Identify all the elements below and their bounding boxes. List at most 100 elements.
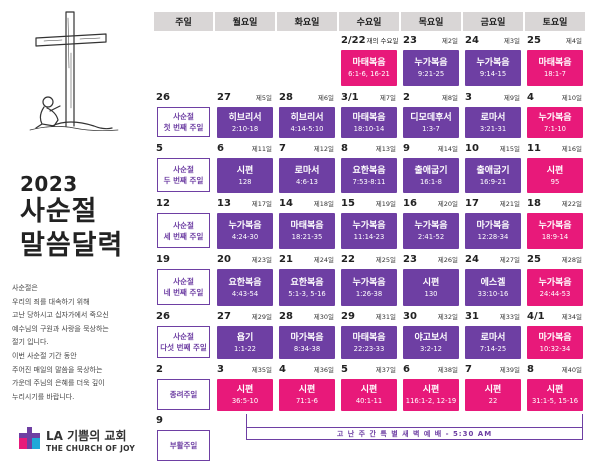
day-cell[interactable]: 28 제6일 히브리서 4:14-5:10 [277,91,337,140]
day-count: 제28일 [561,256,582,264]
day-cell[interactable]: 3 제35일 시편 36:5-10 [215,363,275,413]
day-count: 제33일 [499,313,520,321]
date-number: 25 [527,35,541,46]
reading-book: 요한복음 [228,277,262,288]
day-cell[interactable]: 22 제25일 누가복음 1:26-38 [339,253,399,308]
reading-box: 로마서 3:21-31 [465,107,521,138]
day-count: 제17일 [251,200,272,208]
sunday-label: 부활주일 [157,430,210,461]
day-cell[interactable]: 23 제26일 시편 130 [401,253,461,308]
sunday-label: 사순절 다섯 번째 주일 [157,326,210,358]
day-cell[interactable]: 27 제29일 욥기 1:1-22 [215,310,275,361]
reading-book: 야고보서 [414,332,448,343]
day-count: 제23일 [251,256,272,264]
reading-box: 누가복음 24:44-53 [527,269,583,306]
day-cell[interactable]: 29 제31일 마태복음 22:23-33 [339,310,399,361]
day-cell[interactable]: 20 제23일 요한복음 4:43-54 [215,253,275,308]
reading-box: 에스겔 33:10-16 [465,269,521,306]
day-cell[interactable]: 25 제4일 마태복음 18:1-7 [525,34,585,88]
day-count: 제18일 [313,200,334,208]
day-cell[interactable]: 6 제11일 시편 128 [215,142,275,195]
reading-book: 마가복음 [538,332,572,343]
date-number: 13 [217,198,231,209]
day-cell[interactable]: 4/1 제34일 마가복음 10:32-34 [525,310,585,361]
day-cell[interactable]: 8 제13일 요한복음 7:53-8:11 [339,142,399,195]
sunday-label-line: 사순절 [173,165,194,174]
reading-box: 야고보서 3:2-12 [403,326,459,359]
date-number: 22 [341,254,355,265]
day-count: 제15일 [499,145,520,153]
intro-line: 예수님의 구원과 사랑을 묵상하는 [12,324,109,333]
reading-box: 시편 128 [217,158,273,193]
day-cell[interactable]: 4 제10일 누가복음 7:1-10 [525,91,585,140]
day-cell[interactable]: 3/1 제7일 마태복음 18:10-14 [339,91,399,140]
reading-verse: 4:14-5:10 [290,124,324,133]
day-cell[interactable]: 2/22재의 수요일 마태복음 6:1-6, 16-21 [339,34,399,88]
reading-book: 에스겔 [480,277,506,288]
reading-verse: 11:14-23 [353,233,385,241]
day-cell[interactable]: 16 제20일 누가복음 2:41-52 [401,197,461,251]
title-line-1: 사순절 [20,196,98,227]
banner-bracket-right [582,414,583,427]
date-number: 19 [156,254,170,265]
day-cell[interactable]: 8 제40일 시편 31:1-5, 15-16 [525,363,585,413]
day-cell[interactable]: 6 제38일 시편 116:1-2, 12-19 [401,363,461,413]
day-count: 제10일 [561,94,582,102]
day-cell[interactable]: 7 제39일 시편 22 [463,363,523,413]
date-number: 28 [279,92,293,103]
header-cell: 화요일 [277,12,337,31]
day-cell[interactable]: 18 제22일 누가복음 18:9-14 [525,197,585,251]
day-cell[interactable]: 24 제27일 에스겔 33:10-16 [463,253,523,308]
day-cell[interactable]: 24 제3일 누가복음 9:14-15 [463,34,523,88]
day-cell[interactable]: 15 제19일 누가복음 11:14-23 [339,197,399,251]
reading-verse: 18:9-14 [541,233,569,241]
date-number: 4 [279,364,286,375]
day-count: 제4일 [565,37,582,45]
intro-line: 주어진 매일의 말씀을 묵상하는 [12,365,103,374]
day-cell[interactable]: 2 제8일 디모데후서 1:3-7 [401,91,461,140]
day-cell[interactable]: 17 제21일 마가복음 12:28-34 [463,197,523,251]
day-cell[interactable]: 9 제14일 출애굽기 16:1-8 [401,142,461,195]
day-cell[interactable]: 13 제17일 누가복음 4:24-30 [215,197,275,251]
day-cell[interactable]: 27 제5일 히브리서 2:10-18 [215,91,275,140]
date-number: 7 [465,364,472,375]
day-cell[interactable]: 4 제36일 시편 71:1-6 [277,363,337,413]
day-cell[interactable]: 23 제2일 누가복음 9:21-25 [401,34,461,88]
day-cell[interactable]: 10 제15일 출애굽기 16:9-21 [463,142,523,195]
sunday-label-line: 네 번째 주일 [163,288,204,297]
day-count: 제8일 [441,94,458,102]
intro-line: 이번 사순절 기간 동안 [12,351,77,360]
cross-illustration-icon [29,11,119,132]
day-cell[interactable]: 3 제9일 로마서 3:21-31 [463,91,523,140]
date-number: 14 [279,198,293,209]
day-cell[interactable]: 31 제33일 로마서 7:14-25 [463,310,523,361]
reading-box: 마태복음 18:10-14 [341,107,397,138]
day-cell[interactable]: 25 제28일 누가복음 24:44-53 [525,253,585,308]
reading-verse: 130 [424,289,438,298]
sunday-label: 종려주일 [157,379,210,410]
day-cell[interactable]: 30 제32일 야고보서 3:2-12 [401,310,461,361]
intro-line: 누리시기를 바랍니다. [12,392,75,401]
date-number: 5 [156,143,163,154]
sunday-cell: 9 부활주일 [154,414,213,464]
reading-box: 누가복음 2:41-52 [403,213,459,249]
day-cell[interactable]: 28 제30일 마가복음 8:34-38 [277,310,337,361]
reading-box: 시편 36:5-10 [217,379,273,411]
reading-box: 요한복음 7:53-8:11 [341,158,397,193]
day-count: 제31일 [375,313,396,321]
day-cell[interactable]: 7 제12일 로마서 4:6-13 [277,142,337,195]
day-count: 제3일 [503,37,520,45]
day-cell[interactable]: 14 제18일 마태복음 18:21-35 [277,197,337,251]
sunday-label-line: 두 번째 주일 [163,176,204,185]
date-number: 3/1 [341,92,359,103]
year-heading: 2023 [20,172,78,196]
day-cell[interactable]: 21 제24일 요한복음 5:1-3, 5-16 [277,253,337,308]
day-cell[interactable]: 5 제37일 시편 40:1-11 [339,363,399,413]
intro-text: 사순절은 우리의 죄를 대속하기 위해 고난 당하시고 십자가에서 죽으신 예수… [12,282,150,404]
day-cell[interactable]: 11 제16일 시편 95 [525,142,585,195]
reading-box: 히브리서 2:10-18 [217,107,273,138]
reading-box: 마가복음 10:32-34 [527,326,583,359]
reading-book: 출애굽기 [476,165,510,176]
header-cell: 주일 [154,12,213,31]
